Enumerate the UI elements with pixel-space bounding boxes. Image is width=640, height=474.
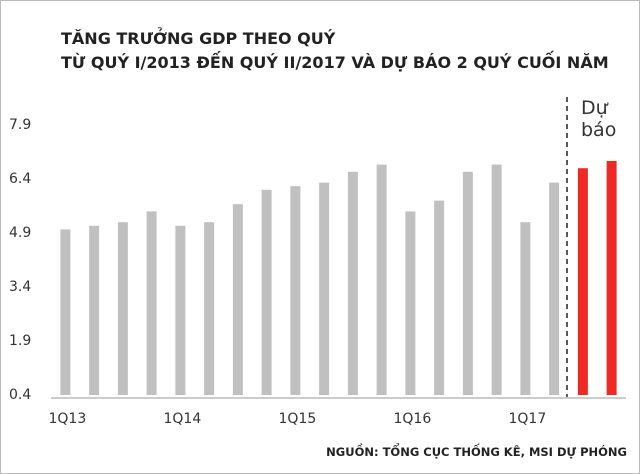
bar xyxy=(232,204,243,395)
bar xyxy=(376,164,387,395)
bar xyxy=(89,225,100,395)
bar xyxy=(290,186,301,395)
bar xyxy=(549,182,560,395)
bar xyxy=(175,225,186,395)
bar xyxy=(520,222,531,395)
y-tick-label: 4.9 xyxy=(9,225,31,241)
bar xyxy=(261,189,272,395)
y-tick-label: 3.4 xyxy=(9,279,31,295)
bar xyxy=(462,171,473,395)
x-tick-label: 1Q17 xyxy=(509,411,547,427)
y-tick-label: 0.4 xyxy=(9,387,31,403)
x-tick-label: 1Q15 xyxy=(279,411,317,427)
x-tick-label: 1Q14 xyxy=(164,411,202,427)
bar xyxy=(60,229,71,395)
annotation: Dự báo xyxy=(581,97,617,141)
bar xyxy=(405,211,416,395)
bar xyxy=(347,171,358,395)
source: NGUỒN: TỔNG CỤC THỐNG KÊ, MSI DỰ PHÓNG xyxy=(326,445,627,459)
bar xyxy=(319,182,330,395)
chart-subtitle: TỪ QUÝ I/2013 ĐẾN QUÝ II/2017 VÀ DỰ BÁO … xyxy=(61,53,609,72)
y-tick-label: 1.9 xyxy=(9,333,31,349)
y-tick-label: 7.9 xyxy=(9,117,31,133)
bar xyxy=(577,168,588,395)
bar xyxy=(434,200,445,395)
x-tick-label: 1Q16 xyxy=(394,411,432,427)
y-tick-label: 6.4 xyxy=(9,171,31,187)
bar xyxy=(204,222,215,395)
bar xyxy=(146,211,157,395)
bar xyxy=(117,222,128,395)
chart-title: TĂNG TRƯỞNG GDP THEO QUÝ xyxy=(61,29,336,48)
bar xyxy=(606,161,617,395)
x-tick-label: 1Q13 xyxy=(49,411,87,427)
bar xyxy=(491,164,502,395)
